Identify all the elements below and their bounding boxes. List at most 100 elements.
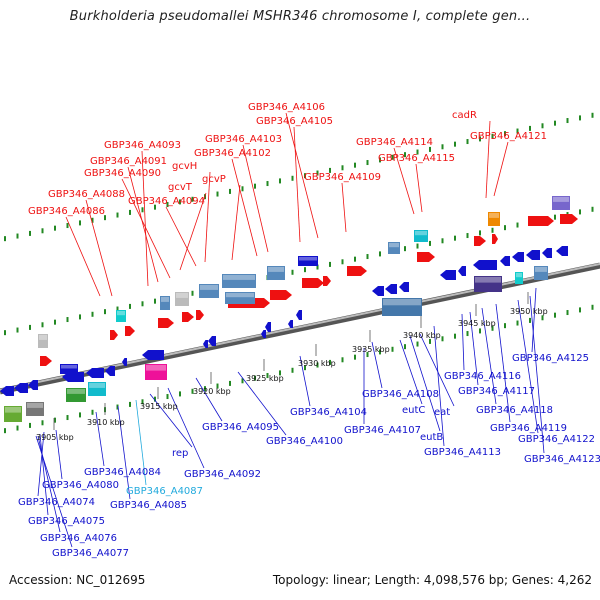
guide-dot	[354, 162, 356, 168]
guide-dot	[591, 112, 594, 118]
guide-dot	[141, 207, 144, 213]
guide-dot	[529, 125, 531, 131]
guide-dot	[479, 328, 481, 334]
label-leader	[485, 120, 491, 199]
tick-label: 3915 kbp	[140, 402, 178, 411]
cds-block	[38, 334, 48, 348]
guide-dot	[404, 152, 406, 158]
guide-dot	[416, 341, 419, 347]
label-leader	[341, 182, 347, 233]
cds-block	[60, 364, 78, 374]
label-leader	[399, 339, 423, 405]
guide-dot	[354, 354, 356, 360]
guide-dot	[241, 186, 244, 192]
cds-block	[552, 196, 570, 210]
reverse-gene	[500, 256, 510, 266]
guide-dot	[366, 254, 369, 260]
label-leader	[39, 433, 49, 516]
reverse-gene	[28, 380, 38, 390]
guide-dot	[554, 214, 556, 220]
guide-dot	[191, 290, 194, 296]
forward-gene	[417, 252, 435, 262]
guide-dot	[104, 215, 106, 221]
guide-dot	[229, 188, 231, 194]
small-reverse-gene	[203, 340, 208, 348]
cds-block	[534, 266, 548, 280]
small-reverse-gene	[288, 320, 293, 328]
guide-dot	[491, 227, 494, 233]
forward-gene-label: GBP346_A4105	[256, 116, 333, 127]
guide-dot	[316, 362, 319, 368]
guide-dot	[504, 323, 506, 329]
guide-dot	[429, 146, 431, 152]
label-leader	[493, 141, 509, 197]
label-leader	[195, 377, 223, 422]
small-reverse-gene	[122, 358, 127, 366]
guide-dot	[341, 357, 344, 363]
label-leader	[135, 399, 147, 486]
guide-dot	[566, 310, 569, 316]
guide-dot	[516, 320, 519, 326]
forward-gene-label: GBP346_A4121	[470, 131, 547, 142]
guide-dot	[54, 319, 56, 325]
label-leader	[121, 178, 171, 279]
guide-dot	[379, 251, 381, 257]
label-leader	[409, 335, 441, 432]
guide-dot	[279, 178, 281, 184]
guide-dot	[529, 317, 531, 323]
reverse-gene-label: GBP346_A4122	[518, 434, 595, 445]
guide-dot	[316, 264, 319, 270]
guide-dot	[41, 228, 44, 234]
cds-block	[222, 274, 256, 288]
guide-dot	[66, 317, 69, 323]
guide-dot	[541, 123, 544, 129]
guide-dot	[516, 222, 519, 228]
forward-gene	[125, 326, 135, 336]
forward-gene-label: GBP346_A4106	[248, 102, 325, 113]
gene-features	[0, 196, 578, 422]
guide-dot	[16, 327, 19, 333]
label-leader	[231, 184, 241, 261]
kbp-ticks: 3905 kbp 3910 kbp 3915 kbp 3920 kbp 3925 kbp…	[36, 292, 548, 442]
label-leader	[495, 303, 511, 423]
strand-guide-dots	[4, 112, 594, 434]
guide-dot	[4, 330, 6, 336]
forward-gene	[302, 278, 324, 288]
cds-block	[388, 242, 400, 254]
label-leader	[415, 163, 423, 213]
small-reverse-gene	[261, 330, 266, 338]
label-leader	[393, 147, 415, 215]
forward-gene-label: GBP346_A4094	[128, 196, 205, 207]
reverse-gene-label: GBP346_A4117	[458, 386, 535, 397]
guide-dot	[66, 223, 69, 229]
guide-dot	[479, 136, 481, 142]
cds-block	[414, 230, 428, 242]
guide-dot	[79, 412, 81, 418]
guide-dot	[41, 420, 44, 426]
guide-dot	[216, 383, 219, 389]
guide-dot	[154, 298, 156, 304]
guide-dot	[141, 399, 144, 405]
reverse-gene-label: GBP346_A4116	[444, 371, 521, 382]
guide-dot	[479, 230, 481, 236]
guide-dot	[54, 225, 56, 231]
label-leader	[433, 325, 445, 447]
guide-dot	[454, 141, 456, 147]
reverse-gene-label: GBP346_A4076	[40, 533, 117, 544]
guide-dot	[341, 165, 344, 171]
guide-dot	[16, 233, 19, 239]
guide-dot	[16, 425, 19, 431]
guide-dot	[91, 409, 94, 415]
forward-gene-label: GBP346_A4114	[356, 137, 433, 148]
cds-block	[116, 310, 126, 322]
forward-gene-label: GBP346_A4086	[28, 206, 105, 217]
reverse-gene	[296, 310, 302, 320]
guide-dot	[29, 324, 31, 330]
guide-dot	[304, 365, 306, 371]
guide-dot	[366, 352, 369, 358]
guide-dot	[491, 133, 494, 139]
guide-dot	[566, 118, 569, 124]
guide-dot	[166, 394, 169, 400]
tick-label: 3940 kbp	[403, 331, 441, 340]
